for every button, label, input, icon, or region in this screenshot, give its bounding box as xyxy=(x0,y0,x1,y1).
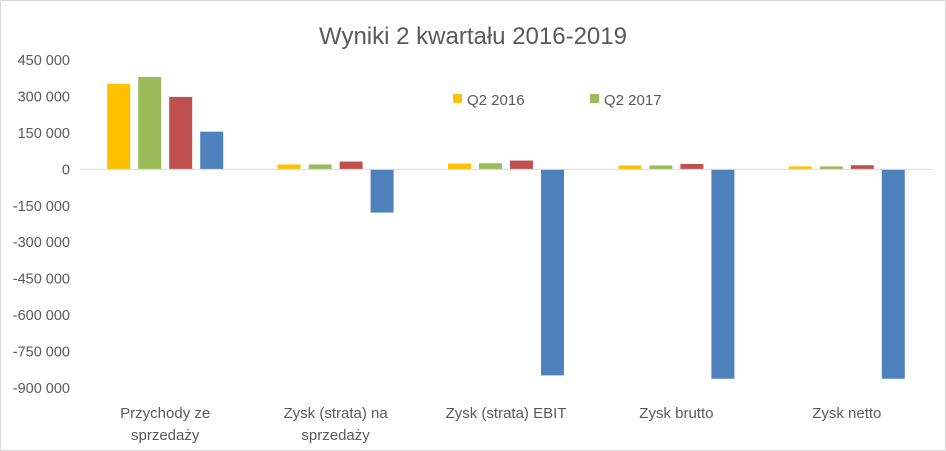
category-label: Zysk (strata) na xyxy=(284,405,389,422)
category-label: sprzedaży xyxy=(131,427,200,444)
y-tick-label: -900 000 xyxy=(13,381,70,397)
bar xyxy=(680,163,704,170)
category-label: Zysk netto xyxy=(812,405,881,422)
y-tick-label: 450 000 xyxy=(18,53,70,69)
category-label: sprzedaży xyxy=(301,427,370,444)
bar xyxy=(850,165,874,170)
bar xyxy=(448,163,471,170)
y-tick-label: -150 000 xyxy=(13,199,70,215)
y-tick-label: 300 000 xyxy=(18,89,70,105)
chart-title: Wyniki 2 kwartału 2016-2019 xyxy=(319,23,627,50)
bar xyxy=(819,166,843,170)
bar xyxy=(649,165,673,170)
category-label: Przychody ze xyxy=(120,405,210,422)
y-tick-label: 150 000 xyxy=(18,126,70,142)
bar xyxy=(200,131,224,170)
bar xyxy=(138,77,162,170)
category-label: Zysk brutto xyxy=(639,405,713,422)
bars xyxy=(107,77,905,379)
bar xyxy=(618,165,642,170)
bar xyxy=(370,169,394,213)
bar xyxy=(308,164,332,170)
bar xyxy=(541,169,564,376)
bar xyxy=(169,96,193,170)
bar xyxy=(510,160,533,170)
legend: Q2 2016 Q2 2017 xyxy=(453,92,662,109)
y-tick-label: -450 000 xyxy=(13,272,70,288)
legend-swatch xyxy=(453,94,462,103)
bar xyxy=(479,163,502,170)
y-tick-label: -750 000 xyxy=(13,345,70,361)
legend-swatch xyxy=(590,94,599,103)
category-label: Zysk (strata) EBIT xyxy=(446,405,567,422)
bar xyxy=(788,166,812,170)
y-tick-label: -600 000 xyxy=(13,308,70,324)
x-axis-labels: Przychody ze sprzedaży Zysk (strata) na spr… xyxy=(120,405,881,444)
bar xyxy=(711,169,735,379)
bar xyxy=(339,161,363,170)
y-tick-label: -300 000 xyxy=(13,235,70,251)
y-axis: 450 000 300 000 150 000 0 -150 000 -300 000 -4… xyxy=(13,53,70,397)
legend-label: Q2 2017 xyxy=(604,92,662,109)
legend-label: Q2 2016 xyxy=(467,92,525,109)
y-tick-label: 0 xyxy=(62,162,70,178)
bar xyxy=(881,169,905,379)
bar xyxy=(277,164,301,170)
bar xyxy=(107,83,131,170)
